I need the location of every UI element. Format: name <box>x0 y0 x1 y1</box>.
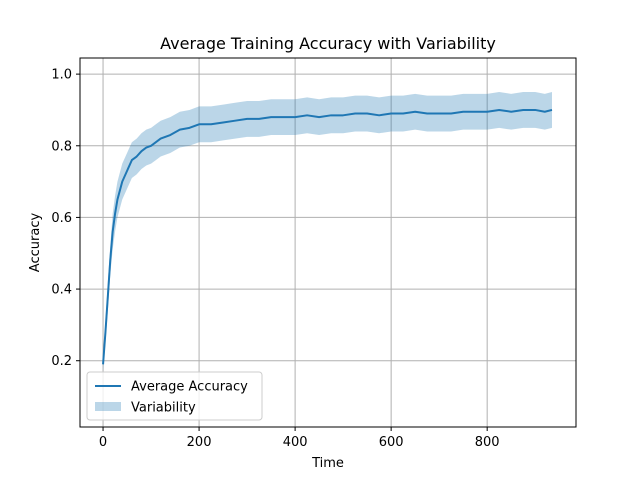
x-tick-label: 600 <box>379 435 404 450</box>
x-tick-label: 400 <box>283 435 308 450</box>
legend: Average Accuracy Variability <box>86 371 263 421</box>
legend-swatch-variability <box>95 402 121 411</box>
plot-frame <box>79 57 577 428</box>
y-tick-label: 0.6 <box>51 211 72 226</box>
variability-band <box>103 92 552 372</box>
y-tick-label: 1.0 <box>51 68 72 83</box>
legend-label-variability: Variability <box>131 401 196 416</box>
variability-band-layer <box>103 92 552 372</box>
legend-label-average-accuracy: Average Accuracy <box>131 380 248 395</box>
x-tick-label: 0 <box>99 435 107 450</box>
y-tick-label: 0.4 <box>51 283 72 298</box>
chart-title: Average Training Accuracy with Variabili… <box>160 34 496 53</box>
ticks: 0 200 400 600 800 0.2 0.4 0.6 0.8 1.0 <box>51 68 499 450</box>
x-tick-label: 200 <box>187 435 212 450</box>
y-tick-label: 0.8 <box>51 139 72 154</box>
grid <box>80 58 576 427</box>
legend-box <box>86 371 263 421</box>
x-axis-label: Time <box>311 456 344 471</box>
x-tick-label: 800 <box>475 435 500 450</box>
y-axis-label: Accuracy <box>28 213 43 273</box>
y-tick-label: 0.2 <box>51 354 72 369</box>
average-accuracy-line-layer <box>102 108 553 365</box>
average-accuracy-line <box>102 108 553 365</box>
